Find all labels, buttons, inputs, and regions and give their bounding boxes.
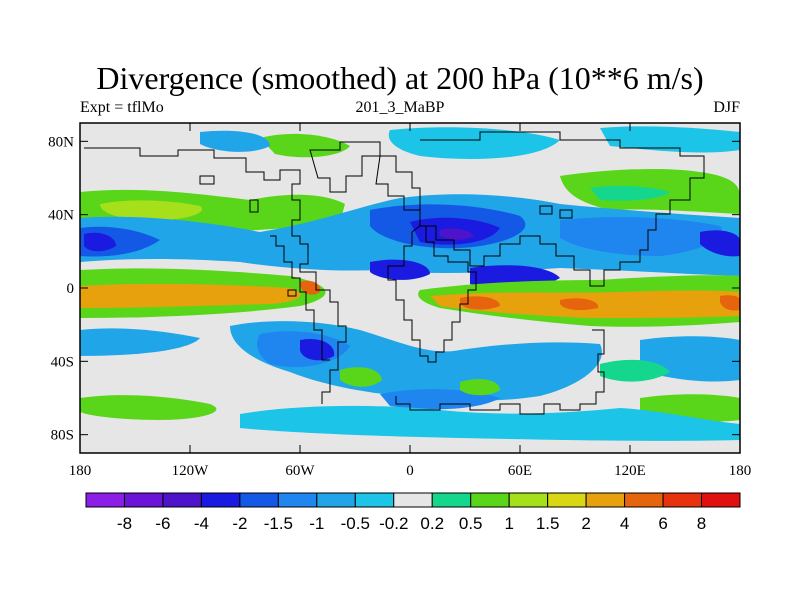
y-tick-label: 0 [67, 281, 75, 297]
x-tick-label: 60W [285, 463, 315, 479]
colorbar-level-label: -2 [232, 514, 247, 533]
season-label: DJF [713, 99, 740, 116]
x-tick-label: 120E [614, 463, 646, 479]
field-equatorial-red-core-2 [460, 296, 500, 310]
field-southern-far-west-blue [80, 328, 200, 356]
colorbar-level-label: 2 [581, 514, 590, 533]
field-southern-green [340, 367, 382, 387]
divergence-field [80, 123, 740, 453]
coast-america [84, 147, 347, 404]
colorbar-swatch [662, 492, 703, 508]
y-tick-label: 40N [48, 208, 74, 224]
colorbar-level-label: 0.2 [420, 514, 444, 533]
colorbar-swatch [508, 492, 549, 508]
colorbar-swatch [470, 492, 510, 508]
field-arctic-cyan [600, 126, 740, 153]
colorbar-level-label: 4 [620, 514, 629, 533]
coast-africa [387, 225, 477, 363]
colorbar-swatch [123, 492, 164, 508]
continent-outlines [84, 131, 705, 415]
x-tick-label: 60E [508, 463, 532, 479]
colorbar-swatch [701, 492, 741, 508]
field-far-south-cyan [240, 405, 740, 441]
field-southern-dark-blue [300, 338, 335, 361]
colorbar-level-label: 1.5 [536, 514, 560, 533]
coast-eurasia [419, 131, 705, 287]
colorbar-swatch [431, 492, 472, 508]
field-equatorial-red-core [300, 280, 321, 295]
run-label: 201_3_MaBP [355, 99, 445, 116]
coast-australia [395, 329, 605, 415]
coast-greenland [309, 141, 381, 193]
field-subtropical-purple [440, 228, 474, 240]
colorbar-swatch [200, 492, 241, 508]
colorbar-swatch [393, 492, 433, 508]
colorbar-swatch [85, 492, 125, 508]
field-far-south-green [80, 395, 217, 420]
field-equatorial-orange [80, 283, 301, 308]
colorbar-level-label: 8 [697, 514, 706, 533]
field-equatorial-red-core-3 [560, 298, 599, 311]
colorbar-swatch [624, 492, 664, 508]
field-north-band-yellow [100, 200, 202, 221]
colorbar: -8 -6 -4 -2 -1.5 -1 -0.5 -0.2 0.2 0.5 1 1.5 2 4 6 8 [85, 492, 741, 533]
colorbar-level-label: -0.2 [379, 514, 408, 533]
colorbar-swatch [316, 492, 356, 508]
colorbar-swatch [547, 492, 587, 508]
field-north-green-blob [260, 133, 350, 158]
y-tick-label: 80S [51, 428, 74, 444]
x-tick-label: 120W [172, 463, 210, 479]
field-subtropical-dark-blue-3 [700, 230, 740, 257]
field-north-band-east-2 [590, 185, 670, 201]
chart-title: Divergence (smoothed) at 200 hPa (10**6 … [96, 60, 704, 96]
y-tick-label: 40S [51, 354, 74, 370]
field-subtropical-mid-blue-3 [560, 217, 722, 256]
x-tick-label: 180 [729, 463, 752, 479]
colorbar-level-label: -8 [117, 514, 132, 533]
coast-america-west [270, 235, 330, 361]
field-north-cyan-blob-2 [388, 127, 560, 159]
coast-islands-na [199, 175, 573, 297]
field-southern-green-2 [460, 379, 500, 396]
colorbar-level-label: 0.5 [459, 514, 483, 533]
colorbar-swatch [239, 492, 279, 508]
y-tick-label: 80N [48, 134, 74, 150]
colorbar-swatch [162, 492, 202, 508]
colorbar-swatch [354, 492, 395, 508]
colorbar-level-label: -4 [194, 514, 209, 533]
colorbar-level-label: -0.5 [341, 514, 370, 533]
x-tick-label: 0 [406, 463, 414, 479]
coast-europe [375, 155, 421, 211]
colorbar-swatch [277, 492, 318, 508]
axes: 180 120W 60W 0 60E 120E 180 80N 40N 0 40S 80S [48, 123, 751, 479]
field-equatorial-red-core-4 [720, 295, 740, 311]
experiment-label: Expt = tflMo [80, 99, 164, 116]
field-southern-green-3 [600, 359, 670, 382]
colorbar-level-label: -1 [309, 514, 324, 533]
colorbar-level-label: -6 [155, 514, 170, 533]
colorbar-level-label: 1 [504, 514, 513, 533]
field-subtropical-dark-blue-2 [84, 232, 116, 252]
colorbar-swatch [585, 492, 626, 508]
colorbar-level-label: -1.5 [264, 514, 293, 533]
field-subtropical-dark-blue-4 [370, 259, 430, 280]
field-north-cyan-blob [200, 130, 270, 152]
x-tick-label: 180 [69, 463, 92, 479]
colorbar-level-label: 6 [658, 514, 667, 533]
